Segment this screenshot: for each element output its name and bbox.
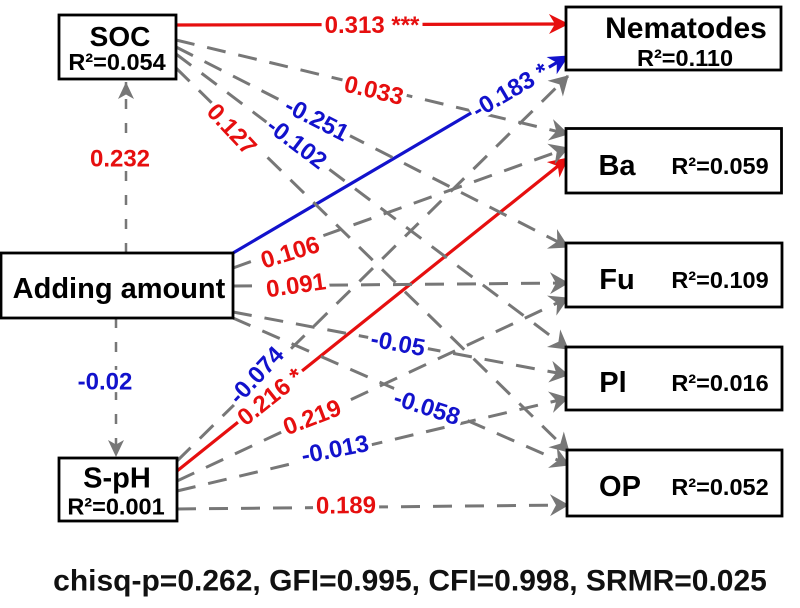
svg-text:R²=0.016: R²=0.016 xyxy=(671,370,768,396)
svg-text:SOC: SOC xyxy=(90,21,151,52)
svg-text:Pl: Pl xyxy=(599,367,626,399)
svg-text:0.232: 0.232 xyxy=(90,145,150,172)
svg-text:0.313 ***: 0.313 *** xyxy=(325,12,420,39)
svg-text:Ba: Ba xyxy=(598,150,636,182)
svg-text:S-pH: S-pH xyxy=(83,463,151,495)
svg-text:Nematodes: Nematodes xyxy=(605,12,767,45)
svg-text:-0.02: -0.02 xyxy=(78,368,133,395)
svg-text:chisq-p=0.262, GFI=0.995, CFI=: chisq-p=0.262, GFI=0.995, CFI=0.998, SRM… xyxy=(53,565,767,598)
svg-text:R²=0.059: R²=0.059 xyxy=(671,153,768,179)
svg-text:R²=0.110: R²=0.110 xyxy=(637,45,733,71)
svg-text:R²=0.001: R²=0.001 xyxy=(67,494,164,520)
svg-text:R²=0.052: R²=0.052 xyxy=(671,474,768,500)
svg-text:R²=0.109: R²=0.109 xyxy=(671,267,768,293)
svg-text:Adding amount: Adding amount xyxy=(13,273,226,305)
svg-text:OP: OP xyxy=(599,471,641,503)
svg-text:0.189: 0.189 xyxy=(316,492,376,520)
svg-text:R²=0.054: R²=0.054 xyxy=(68,49,165,75)
svg-text:Fu: Fu xyxy=(599,264,634,296)
